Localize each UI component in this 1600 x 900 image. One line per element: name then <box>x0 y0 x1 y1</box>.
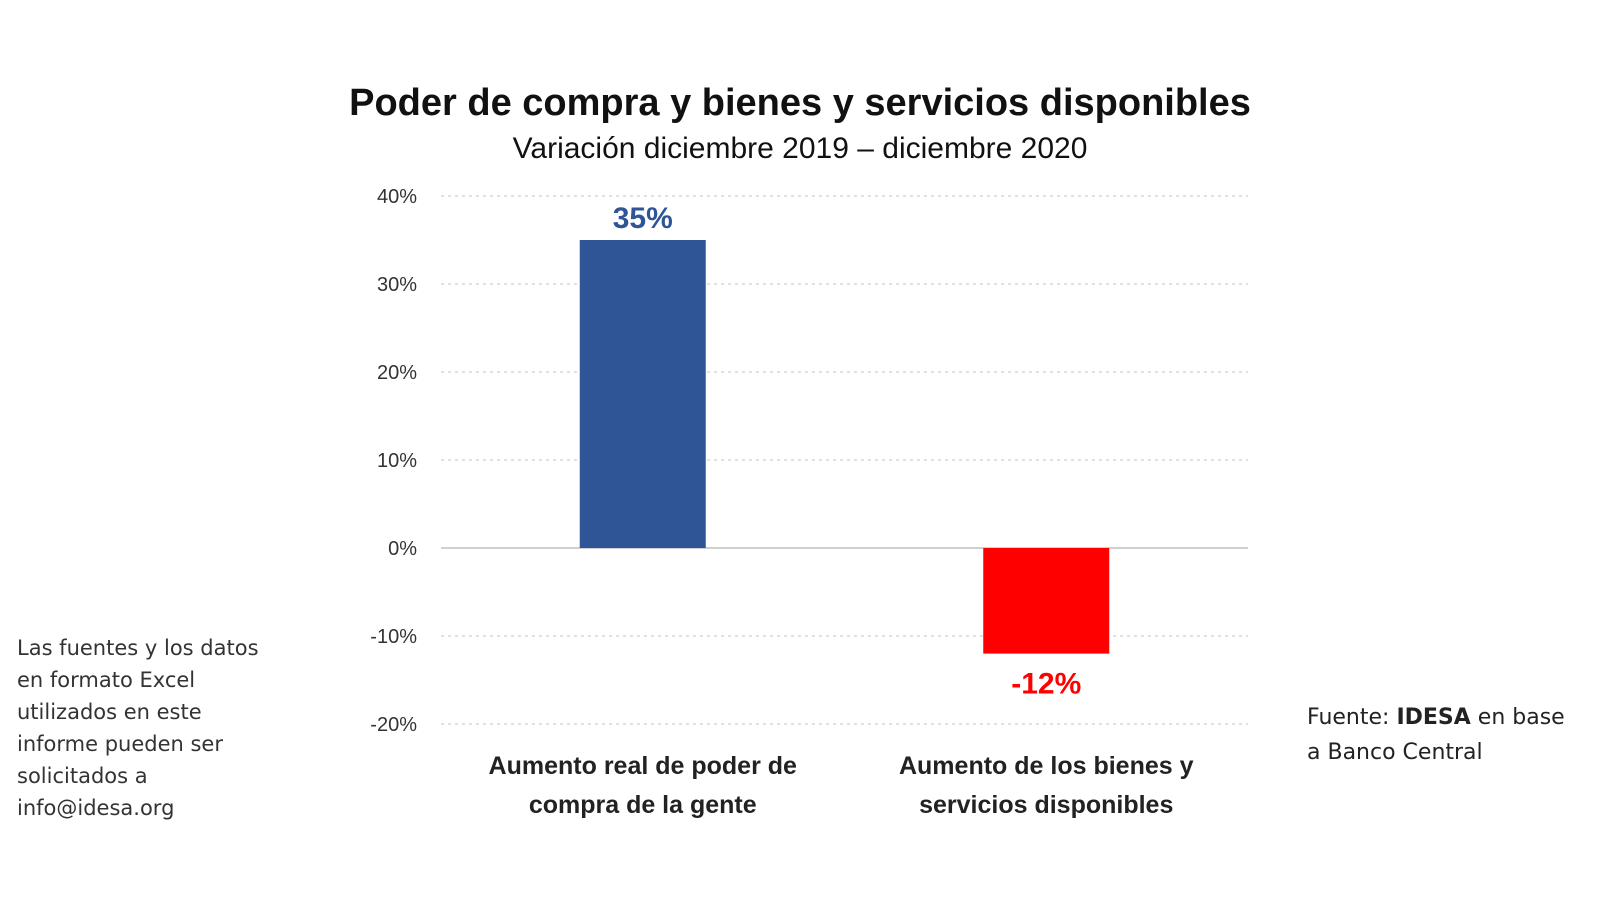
chart-title: Poder de compra y bienes y servicios dis… <box>349 82 1251 124</box>
category-label: servicios disponibles <box>919 791 1173 819</box>
y-tick-label: 20% <box>377 362 417 384</box>
y-tick-label: -10% <box>370 626 417 648</box>
y-tick-label: 30% <box>377 274 417 296</box>
y-tick-label: 10% <box>377 450 417 472</box>
y-tick-label: 40% <box>377 186 417 208</box>
y-tick-label: 0% <box>388 538 417 560</box>
category-label: compra de la gente <box>529 791 757 819</box>
y-tick-label: -20% <box>370 714 417 736</box>
data-label: -12% <box>1011 668 1081 701</box>
source-note: Fuente: IDESA en base a Banco Central <box>1307 700 1567 770</box>
side-note: Las fuentes y los datos en formato Excel… <box>17 636 259 820</box>
bar <box>983 548 1110 654</box>
source-suffix: en base a Banco Central <box>1307 705 1565 765</box>
category-label: Aumento real de poder de <box>489 752 797 780</box>
bar <box>579 240 706 548</box>
chart-subtitle-text: Variación diciembre 2019 – diciembre 202… <box>512 132 1088 165</box>
chart-subtitle: Variación diciembre 2019 – diciembre 202… <box>0 132 1600 166</box>
source-prefix: Fuente: <box>1307 705 1397 730</box>
source-org: IDESA <box>1396 705 1471 730</box>
data-label: 35% <box>613 202 673 235</box>
category-label: Aumento de los bienes y <box>899 752 1194 780</box>
